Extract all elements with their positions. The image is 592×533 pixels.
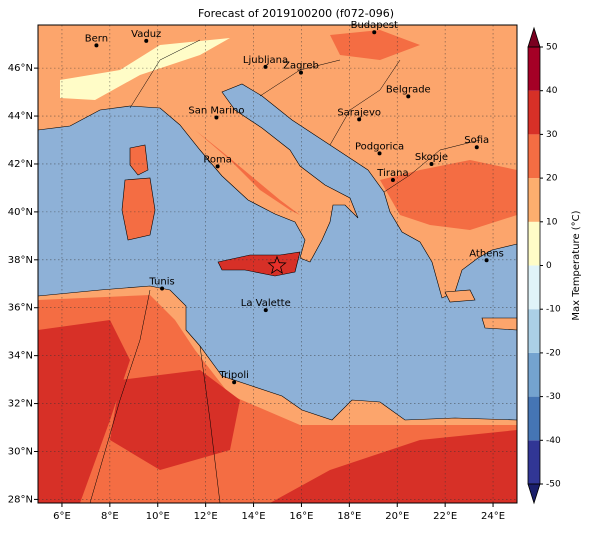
colorbar-extend-high bbox=[527, 26, 541, 48]
y-tick-label: 36°N bbox=[8, 303, 33, 314]
y-tick-label: 44°N bbox=[8, 111, 33, 122]
city-label: Tripoli bbox=[218, 370, 249, 381]
city-dot bbox=[372, 30, 377, 35]
sardinia bbox=[121, 177, 156, 241]
city-label: Athens bbox=[469, 248, 504, 259]
colorbar-tick-label: 40 bbox=[546, 86, 558, 96]
x-tick-label: 10°E bbox=[146, 511, 170, 522]
y-tick-label: 38°N bbox=[8, 255, 33, 266]
city-dot bbox=[94, 43, 99, 48]
x-tick-label: 8°E bbox=[101, 511, 119, 522]
corsica bbox=[129, 144, 149, 176]
x-tick-label: 14°E bbox=[242, 511, 266, 522]
colorbar: -50 -40 -30 -20 -10 0 10 20 30 40 50 Max Temperatur… bbox=[527, 26, 582, 505]
city-label: Tirana bbox=[376, 168, 408, 179]
x-tick-label: 22°E bbox=[433, 511, 457, 522]
city-dot bbox=[144, 38, 149, 43]
title: Forecast of 2019100200 (f072-096) bbox=[198, 7, 394, 20]
y-tick-label: 28°N bbox=[8, 494, 33, 505]
city-label: San Marino bbox=[188, 105, 244, 116]
islands bbox=[444, 289, 517, 331]
colorbar-bin bbox=[528, 47, 540, 91]
warm-region bbox=[195, 130, 300, 215]
city-dot bbox=[474, 145, 479, 150]
city-dot bbox=[215, 164, 220, 169]
city-label: La Valette bbox=[241, 298, 291, 309]
city-label: Skopje bbox=[415, 152, 448, 163]
colorbar-tick-label: 10 bbox=[546, 217, 558, 227]
y-tick-label: 46°N bbox=[8, 63, 33, 74]
city-label: Belgrade bbox=[386, 84, 431, 95]
city-dot bbox=[160, 286, 165, 291]
colorbar-tick-label: -20 bbox=[546, 348, 561, 358]
sea bbox=[38, 83, 517, 421]
colorbar-bin bbox=[528, 178, 540, 222]
colorbar-bin bbox=[528, 134, 540, 179]
colorbar-tick-label: 0 bbox=[546, 261, 552, 271]
city-label: Vaduz bbox=[131, 29, 161, 40]
colorbar-tick-label: -10 bbox=[546, 305, 561, 315]
city-label: Budapest bbox=[351, 20, 398, 31]
alps-cool bbox=[60, 38, 230, 100]
colorbar-tick-label: 20 bbox=[546, 174, 558, 184]
x-tick-label: 18°E bbox=[337, 511, 361, 522]
colorbar-bin bbox=[528, 352, 540, 397]
city-dot bbox=[357, 117, 362, 122]
colorbar-extend-low bbox=[527, 483, 541, 505]
colorbar-tick-label: -30 bbox=[546, 392, 561, 402]
colorbar-tick-label: -40 bbox=[546, 436, 561, 446]
city-label: Sarajevo bbox=[337, 107, 381, 118]
colorbar-bin bbox=[528, 90, 540, 135]
x-tick-label: 16°E bbox=[289, 511, 313, 522]
city-label: Tunis bbox=[148, 277, 174, 288]
city-dot bbox=[263, 64, 268, 69]
colorbar-label: Max Temperature (°C) bbox=[571, 210, 582, 320]
colorbar-bin bbox=[528, 221, 540, 266]
grid-layer: 6°E 8°E 10°E 12°E 14°E 16°E 18°E 20°E 22°E 24°E 28… bbox=[8, 25, 517, 522]
colorbar-tick-label: -50 bbox=[546, 480, 561, 490]
colorbar-tick-label: 30 bbox=[546, 130, 558, 140]
x-tick-label: 24°E bbox=[481, 511, 505, 522]
y-tick-label: 42°N bbox=[8, 159, 33, 170]
x-tick-label: 6°E bbox=[53, 511, 71, 522]
city-dot bbox=[263, 308, 268, 313]
colorbar-bin bbox=[528, 265, 540, 310]
city-label: Podgorica bbox=[355, 141, 404, 152]
warm-region bbox=[380, 160, 517, 230]
colorbar-bin bbox=[528, 309, 540, 353]
city-dot bbox=[406, 94, 411, 99]
city-label: Bern bbox=[85, 33, 108, 44]
city-label: Ljubljana bbox=[243, 55, 288, 66]
forecast-marker bbox=[267, 255, 287, 275]
borders bbox=[89, 39, 481, 503]
x-tick-label: 20°E bbox=[385, 511, 409, 522]
city-dot bbox=[214, 115, 219, 120]
city-label: Zagreb bbox=[283, 61, 319, 72]
map-frame bbox=[37, 24, 518, 504]
city-dot bbox=[429, 161, 434, 166]
city-dot bbox=[298, 70, 303, 75]
colorbar-tick-label: 50 bbox=[546, 43, 558, 53]
city-dot bbox=[484, 258, 489, 263]
city-dot bbox=[232, 380, 237, 385]
y-tick-label: 30°N bbox=[8, 446, 33, 457]
y-tick-label: 32°N bbox=[8, 399, 33, 410]
city-dot bbox=[377, 151, 382, 156]
colorbar-bin bbox=[528, 396, 540, 441]
y-tick-label: 40°N bbox=[8, 207, 33, 218]
y-tick-label: 34°N bbox=[8, 351, 33, 362]
city-label: Sofia bbox=[464, 135, 489, 146]
x-tick-label: 12°E bbox=[194, 511, 218, 522]
city-label: Roma bbox=[203, 154, 232, 165]
colorbar-bin bbox=[528, 440, 540, 484]
city-dot bbox=[390, 178, 395, 183]
